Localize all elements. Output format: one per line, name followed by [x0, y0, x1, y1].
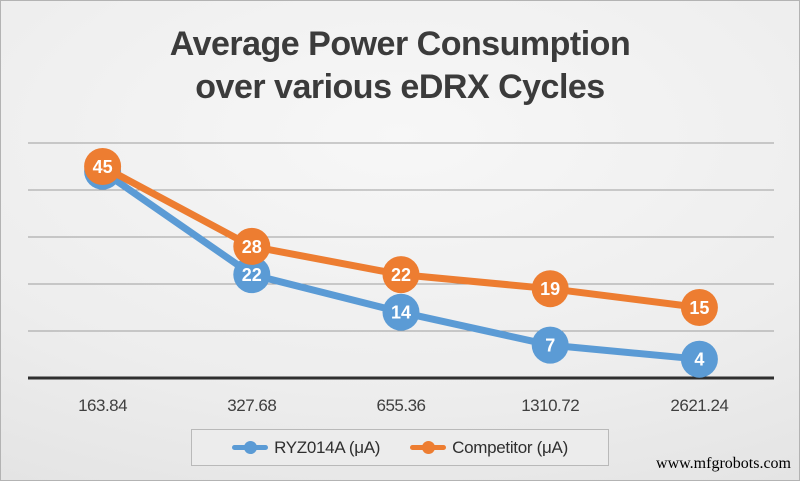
data-point-marker [680, 340, 718, 378]
data-point-marker [531, 326, 569, 364]
legend-label: RYZ014A (μA) [274, 437, 381, 457]
data-point-label: 4 [694, 350, 704, 370]
x-axis-tick-labels: 163.84 327.68 655.36 1310.72 2621.24 [78, 396, 729, 415]
x-tick-label: 1310.72 [521, 396, 579, 415]
series-Competitor (μA): 45 28 22 19 15 [84, 148, 718, 326]
data-point-marker [531, 270, 569, 308]
data-point-label: 45 [93, 157, 113, 177]
data-point-marker [84, 148, 122, 185]
x-tick-label: 655.36 [377, 396, 426, 415]
data-point-label: 28 [242, 237, 262, 257]
legend-item-ryz014a: RYZ014A (μA) [232, 438, 380, 458]
chart-legend: RYZ014A (μA) Competitor (μA) [191, 429, 609, 466]
data-point-marker [233, 227, 271, 265]
watermark: www.mfgrobots.com [656, 455, 791, 472]
x-tick-label: 327.68 [227, 396, 276, 415]
chart-title: Average Power Consumption over various eD… [1, 23, 799, 109]
data-point-marker [382, 293, 420, 331]
legend-line-marker-icon [232, 441, 269, 455]
legend-line-marker-icon [410, 441, 447, 455]
data-point-marker [382, 256, 420, 294]
data-point-label: 7 [545, 336, 555, 356]
data-point-label: 19 [540, 279, 560, 299]
x-tick-label: 163.84 [78, 396, 127, 415]
x-tick-label: 2621.24 [670, 396, 728, 415]
data-point-label: 22 [391, 265, 411, 285]
data-point-label: 14 [391, 303, 411, 323]
data-point-marker [233, 256, 271, 294]
chart-title-line1: Average Power Consumption [169, 25, 631, 63]
data-point-marker [680, 289, 718, 326]
data-point-label: 15 [689, 298, 709, 318]
legend-label: Competitor (μA) [452, 437, 568, 457]
chart-title-line2: over various eDRX Cycles [195, 68, 605, 107]
data-point-label: 22 [242, 265, 262, 285]
legend-item-competitor: Competitor (μA) [410, 438, 568, 458]
